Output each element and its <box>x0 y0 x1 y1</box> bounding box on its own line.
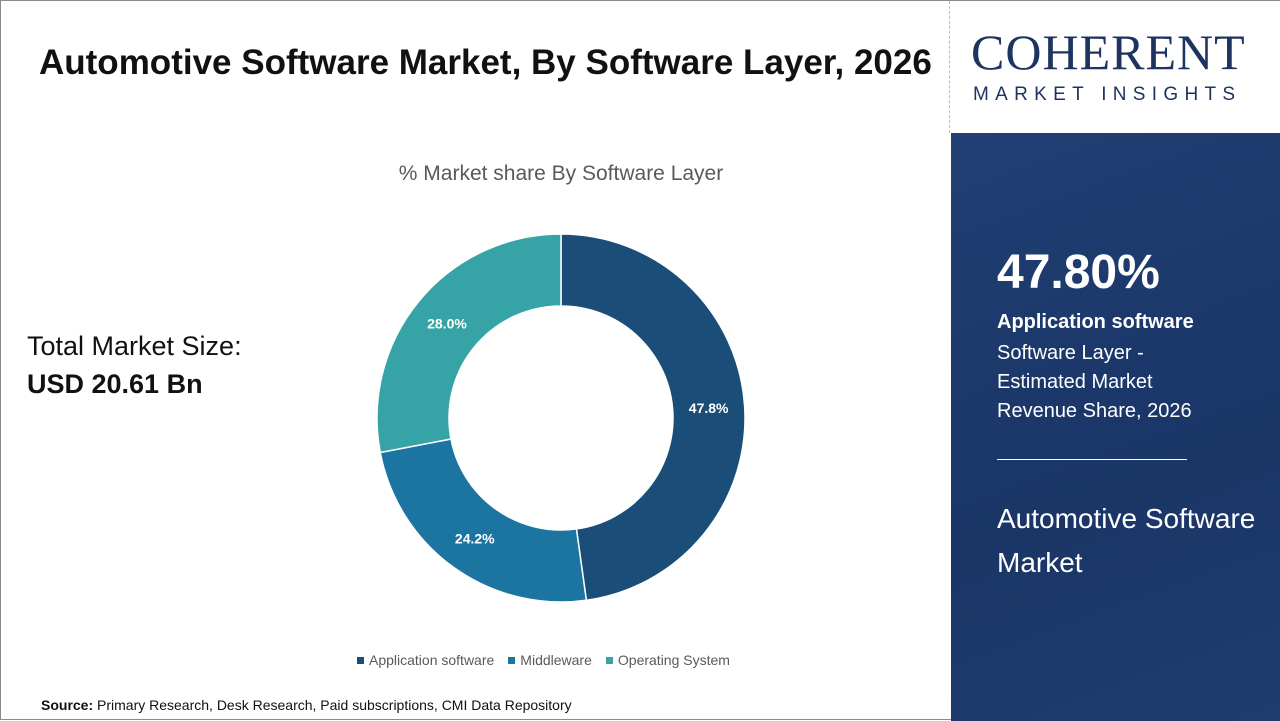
total-value: USD 20.61 Bn <box>27 369 203 399</box>
market-name: Automotive Software Market <box>997 503 1256 578</box>
legend-item: Operating System <box>605 651 730 669</box>
legend-swatch <box>508 657 516 664</box>
page-title: Automotive Software Market, By Software … <box>39 43 932 82</box>
highlight-description: Software Layer - Estimated Market Revenu… <box>997 342 1192 422</box>
highlight-percent: 47.80% <box>997 246 1160 299</box>
legend: Application software Middleware Operating … <box>357 651 730 669</box>
legend-label: Application software <box>369 652 495 668</box>
data-label: 47.8% <box>689 400 729 416</box>
legend-label: Operating System <box>617 652 730 668</box>
source: Source: Primary Research, Desk Research,… <box>41 696 572 714</box>
donut-slice-application-software <box>560 233 746 602</box>
legend-label: Middleware <box>520 652 592 668</box>
chart-title: % Market share By Software Layer <box>398 162 724 185</box>
data-label: 24.2% <box>455 530 495 546</box>
legend-item: Middleware <box>508 651 592 669</box>
highlight-panel: 47.80% Application software Software Lay… <box>951 133 1280 721</box>
legend-item: Application software <box>357 651 494 669</box>
donut-slice-operating-system <box>376 233 562 454</box>
source-label: Source: <box>41 697 94 713</box>
legend-swatch <box>605 657 613 664</box>
logo-text: COHERENT <box>971 24 1246 80</box>
legend-swatch <box>357 657 364 664</box>
highlight-segment: Application software <box>997 311 1194 333</box>
panel-divider <box>997 459 1187 460</box>
logo-subtext: MARKET INSIGHTS <box>973 84 1242 105</box>
logo: COHERENT MARKET INSIGHTS <box>951 1 1280 133</box>
donut-slice-middleware <box>379 438 588 603</box>
source-text: Primary Research, Desk Research, Paid su… <box>93 697 572 713</box>
total-label: Total Market Size: <box>27 331 242 361</box>
total-market-size: Total Market Size: USD 20.61 Bn <box>27 327 242 403</box>
data-label: 28.0% <box>427 316 467 332</box>
divider <box>949 1 951 133</box>
